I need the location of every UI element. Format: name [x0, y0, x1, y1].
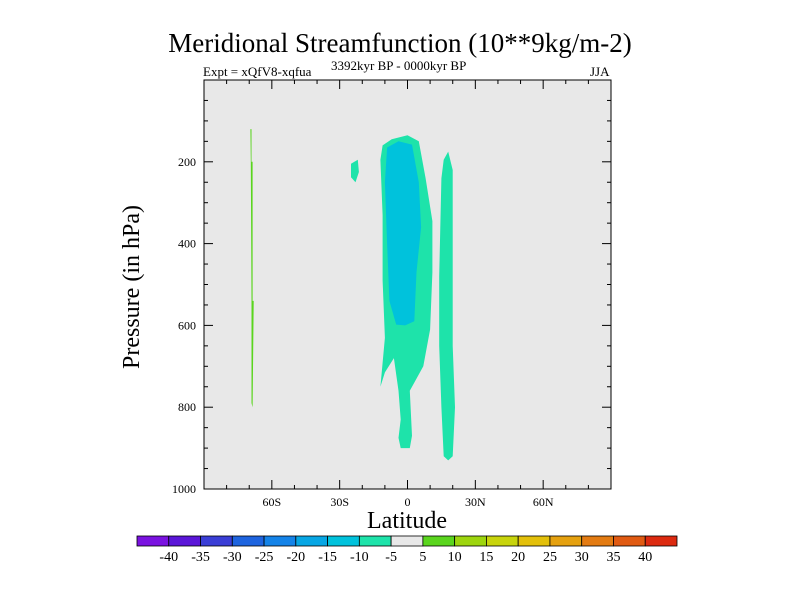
colorbar-swatch: [454, 535, 487, 547]
y-tick-label: 600: [178, 318, 196, 332]
colorbar-label: 25: [543, 550, 557, 565]
colorbar-label: 30: [575, 550, 589, 565]
colorbar-label: -5: [385, 550, 397, 565]
colorbar-swatch: [517, 535, 551, 547]
minor-ticks: [204, 80, 611, 489]
colorbar-label: 15: [479, 550, 493, 565]
experiment-label: Expt = xQfV8-xqfua: [203, 64, 312, 79]
colorbar-swatch: [613, 535, 646, 547]
colorbar-swatch: [390, 535, 424, 547]
period-label: 3392kyr BP - 0000kyr BP: [331, 58, 467, 73]
colorbar-swatch: [581, 535, 614, 547]
colorbar-label: -15: [318, 550, 337, 565]
x-tick-label: 30N: [465, 495, 486, 509]
colorbar-swatch: [136, 535, 170, 547]
colorbar-label: 5: [419, 550, 426, 565]
colorbar-swatch: [200, 535, 233, 547]
colorbar-swatch: [549, 535, 583, 547]
colorbar-swatch: [644, 535, 678, 547]
x-tick-label: 0: [405, 495, 411, 509]
y-axis-ticks: 200 400 600 800 1000: [172, 155, 611, 496]
region-central-column-inner: [384, 141, 422, 326]
colorbar-swatch: [486, 535, 519, 547]
colorbar-swatch: [263, 535, 297, 547]
contour-regions: [250, 129, 455, 461]
region-eastern-column: [439, 151, 455, 461]
colorbar-label: 20: [511, 550, 525, 565]
colorbar: -40 -35 -30 -25 -20 -15 -10 -5 5 10 15 20 25 30 35 40: [136, 535, 678, 565]
x-tick-label: 30S: [330, 495, 349, 509]
y-tick-label: 200: [178, 155, 196, 169]
x-tick-label: 60N: [533, 495, 554, 509]
colorbar-label: 40: [638, 550, 652, 565]
colorbar-label: -10: [350, 550, 369, 565]
y-tick-label: 800: [178, 400, 196, 414]
colorbar-label: -40: [159, 550, 178, 565]
chart-title: Meridional Streamfunction (10**9kg/m-2): [168, 28, 632, 58]
colorbar-swatch: [231, 535, 265, 547]
y-tick-label: 1000: [172, 482, 196, 496]
colorbar-label: -25: [255, 550, 274, 565]
colorbar-label: 10: [448, 550, 462, 565]
y-tick-label: 400: [178, 237, 196, 251]
x-axis-ticks: 60S 30S 0 30N 60N: [262, 80, 554, 509]
region-narrow-band-60s: [250, 129, 254, 408]
colorbar-label: 35: [606, 550, 620, 565]
region-blob-upper: [351, 159, 359, 183]
colorbar-swatch: [422, 535, 456, 547]
colorbar-swatch: [358, 535, 392, 547]
colorbar-swatch: [168, 535, 201, 547]
colorbar-swatch: [327, 535, 360, 547]
x-tick-label: 60S: [262, 495, 281, 509]
y-axis-label: Pressure (in hPa): [119, 205, 145, 369]
colorbar-label: -35: [191, 550, 210, 565]
colorbar-swatch: [295, 535, 328, 547]
colorbar-label: -20: [286, 550, 305, 565]
x-axis-label: Latitude: [367, 508, 447, 534]
season-label: JJA: [590, 64, 610, 79]
colorbar-label: -30: [223, 550, 242, 565]
